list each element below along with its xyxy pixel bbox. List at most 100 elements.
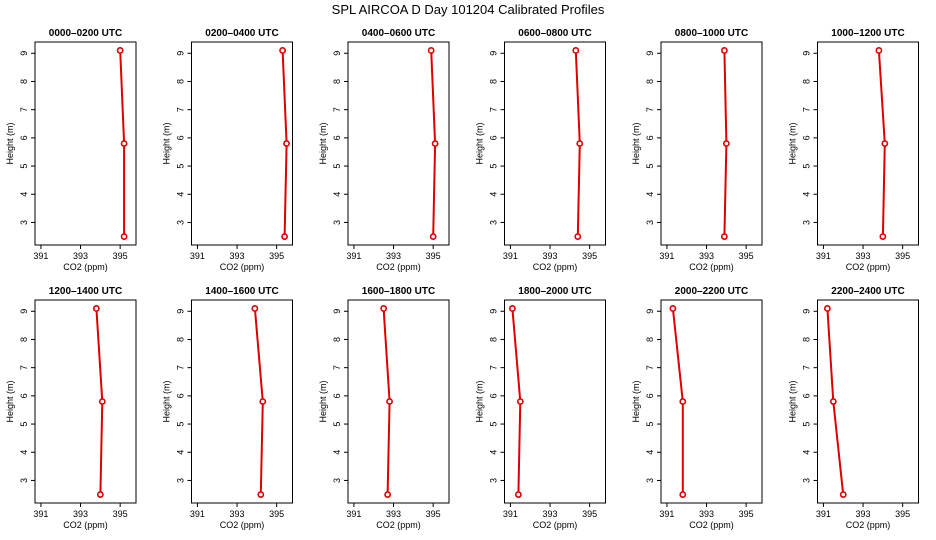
x-axis-label: CO2 (ppm) — [533, 520, 578, 530]
y-tick-label: 6 — [176, 135, 186, 140]
y-tick-label: 6 — [489, 135, 499, 140]
y-tick-label: 8 — [645, 337, 655, 342]
y-tick-label: 3 — [645, 220, 655, 225]
y-tick-label: 5 — [176, 164, 186, 169]
x-axis-label: CO2 (ppm) — [846, 262, 891, 272]
y-tick-label: 5 — [645, 422, 655, 427]
y-tick-label: 8 — [489, 79, 499, 84]
x-tick-label: 391 — [816, 509, 831, 519]
y-tick-label: 4 — [802, 450, 812, 455]
x-tick-label: 391 — [816, 251, 831, 261]
y-tick-label: 8 — [176, 337, 186, 342]
profile-point — [259, 398, 267, 405]
profile-point — [384, 491, 392, 498]
profile-point — [679, 398, 687, 405]
panel-6: 1000–1200 UTC 391 393 395 3 4 5 6 7 8 9 CO2 (ppm) He… — [788, 28, 919, 272]
y-tick-label: 8 — [19, 79, 29, 84]
y-tick-label: 8 — [802, 79, 812, 84]
y-tick-label: 8 — [332, 79, 342, 84]
x-tick-label: 395 — [739, 251, 754, 261]
x-tick-label: 393 — [230, 509, 245, 519]
y-tick-label: 4 — [802, 192, 812, 197]
x-tick-label: 393 — [856, 251, 871, 261]
panel-title: 0800–1000 UTC — [675, 28, 748, 39]
x-tick-label: 393 — [543, 509, 558, 519]
panel-title: 2000–2200 UTC — [675, 286, 748, 297]
y-tick-label: 5 — [489, 164, 499, 169]
profile-point — [824, 305, 831, 312]
x-axis-label: CO2 (ppm) — [846, 520, 891, 530]
x-tick-label: 395 — [426, 251, 441, 261]
plot-frame — [191, 299, 293, 504]
panel-7: 1200–1400 UTC 391 393 395 3 4 5 6 7 8 9 CO2 (ppm) He… — [5, 286, 137, 530]
panel-1: 0000–0200 UTC 391 393 395 3 4 5 6 7 8 9 CO2 (ppm) He… — [5, 28, 137, 272]
y-tick-label: 4 — [645, 450, 655, 455]
y-tick-label: 4 — [332, 192, 342, 197]
x-axis-label: CO2 (ppm) — [63, 520, 108, 530]
panel-title: 1000–1200 UTC — [831, 28, 904, 39]
panel-title: 1400–1600 UTC — [205, 286, 278, 297]
y-tick-label: 7 — [19, 107, 29, 112]
profile-point — [514, 491, 522, 498]
y-tick-label: 4 — [332, 450, 342, 455]
profile-point — [572, 47, 580, 54]
panel-3: 0400–0600 UTC 391 393 395 3 4 5 6 7 8 9 CO2 (ppm) He… — [318, 28, 450, 272]
y-tick-label: 8 — [645, 79, 655, 84]
y-axis-label: Height (m) — [318, 122, 328, 164]
panel-11: 2000–2200 UTC 391 393 395 3 4 5 6 7 8 9 CO2 (ppm) He… — [631, 286, 763, 530]
y-tick-label: 3 — [489, 220, 499, 225]
y-tick-label: 4 — [19, 192, 29, 197]
profile-point — [116, 47, 124, 54]
panel-title: 0400–0600 UTC — [362, 28, 435, 39]
x-tick-label: 393 — [699, 509, 714, 519]
profile-point — [875, 47, 883, 54]
y-tick-label: 5 — [802, 422, 812, 427]
y-tick-label: 5 — [176, 422, 186, 427]
x-axis-label: CO2 (ppm) — [63, 262, 108, 272]
y-axis-label: Height (m) — [318, 380, 328, 422]
y-tick-label: 9 — [645, 309, 655, 314]
profile-point — [881, 140, 889, 147]
x-tick-label: 391 — [659, 509, 674, 519]
y-tick-label: 4 — [176, 450, 186, 455]
profile-point — [279, 47, 286, 54]
profile-point — [92, 305, 100, 312]
y-tick-label: 7 — [645, 107, 655, 112]
plot-frame — [191, 41, 293, 246]
x-tick-label: 391 — [346, 509, 361, 519]
profile-point — [251, 305, 259, 312]
panel-12: 2200–2400 UTC 391 393 395 3 4 5 6 7 8 9 CO2 (ppm) He… — [788, 286, 919, 530]
x-axis-label: CO2 (ppm) — [220, 520, 265, 530]
y-tick-label: 8 — [176, 79, 186, 84]
profile-point — [380, 305, 388, 312]
plot-frame — [34, 299, 137, 504]
y-tick-label: 9 — [645, 51, 655, 56]
y-tick-label: 5 — [489, 422, 499, 427]
x-tick-label: 395 — [269, 509, 284, 519]
plot-frame — [817, 41, 919, 246]
y-tick-label: 7 — [176, 365, 186, 370]
y-tick-label: 6 — [332, 393, 342, 398]
y-tick-label: 7 — [332, 365, 342, 370]
y-tick-label: 4 — [489, 192, 499, 197]
y-tick-label: 5 — [332, 422, 342, 427]
y-axis-label: Height (m) — [162, 380, 172, 422]
plot-frame — [660, 41, 763, 246]
x-axis-label: CO2 (ppm) — [533, 262, 578, 272]
y-tick-label: 3 — [19, 220, 29, 225]
y-tick-label: 9 — [802, 51, 812, 56]
x-tick-label: 395 — [895, 509, 910, 519]
y-tick-label: 6 — [645, 393, 655, 398]
profile-point — [386, 398, 393, 405]
x-tick-label: 393 — [73, 251, 88, 261]
x-tick-label: 393 — [386, 509, 401, 519]
y-axis-label: Height (m) — [5, 122, 15, 164]
profile-point — [120, 140, 128, 147]
profile-point — [839, 491, 847, 498]
x-tick-label: 391 — [190, 251, 205, 261]
y-tick-label: 3 — [19, 478, 29, 483]
profile-point — [879, 233, 887, 240]
plot-frame — [347, 299, 450, 504]
panel-4: 0600–0800 UTC 391 393 395 3 4 5 6 7 8 9 CO2 (ppm) He… — [475, 28, 606, 272]
